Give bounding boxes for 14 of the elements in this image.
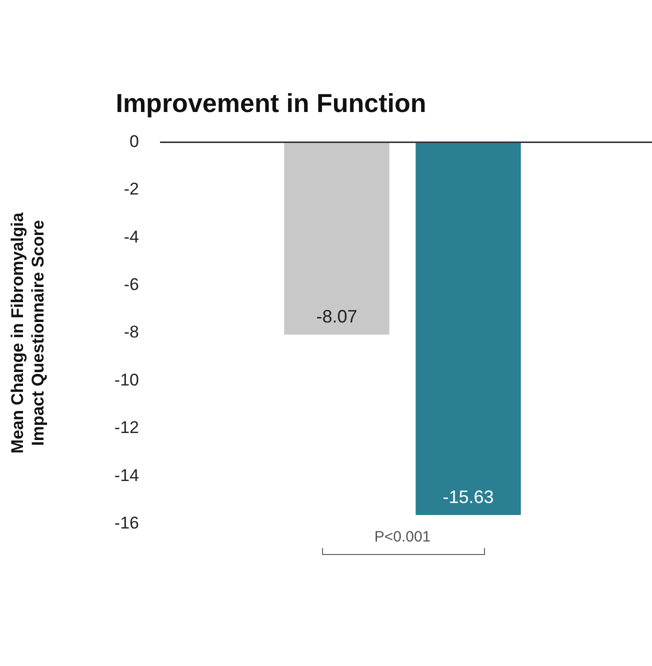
y-tick-label: -16 [114,513,139,532]
y-tick-label: -6 [124,274,139,294]
data-label: -15.63 [442,486,494,507]
y-tick-label: -10 [114,370,139,390]
y-axis-title: Mean Change in Fibromyalgia Impact Questionnaire Score [8,212,48,454]
y-tick-label: -2 [124,180,139,199]
y-tick-label: -14 [114,466,139,485]
text: P<0.001 [374,528,431,546]
chart-title: Improvement in Function [116,88,426,118]
y-tick-label: -8 [124,322,139,342]
y-tick-label: 0 [130,132,139,151]
y-tick-label: -12 [114,418,139,438]
y-tick-label: -4 [124,227,139,246]
data-label: -8.07 [316,306,358,327]
